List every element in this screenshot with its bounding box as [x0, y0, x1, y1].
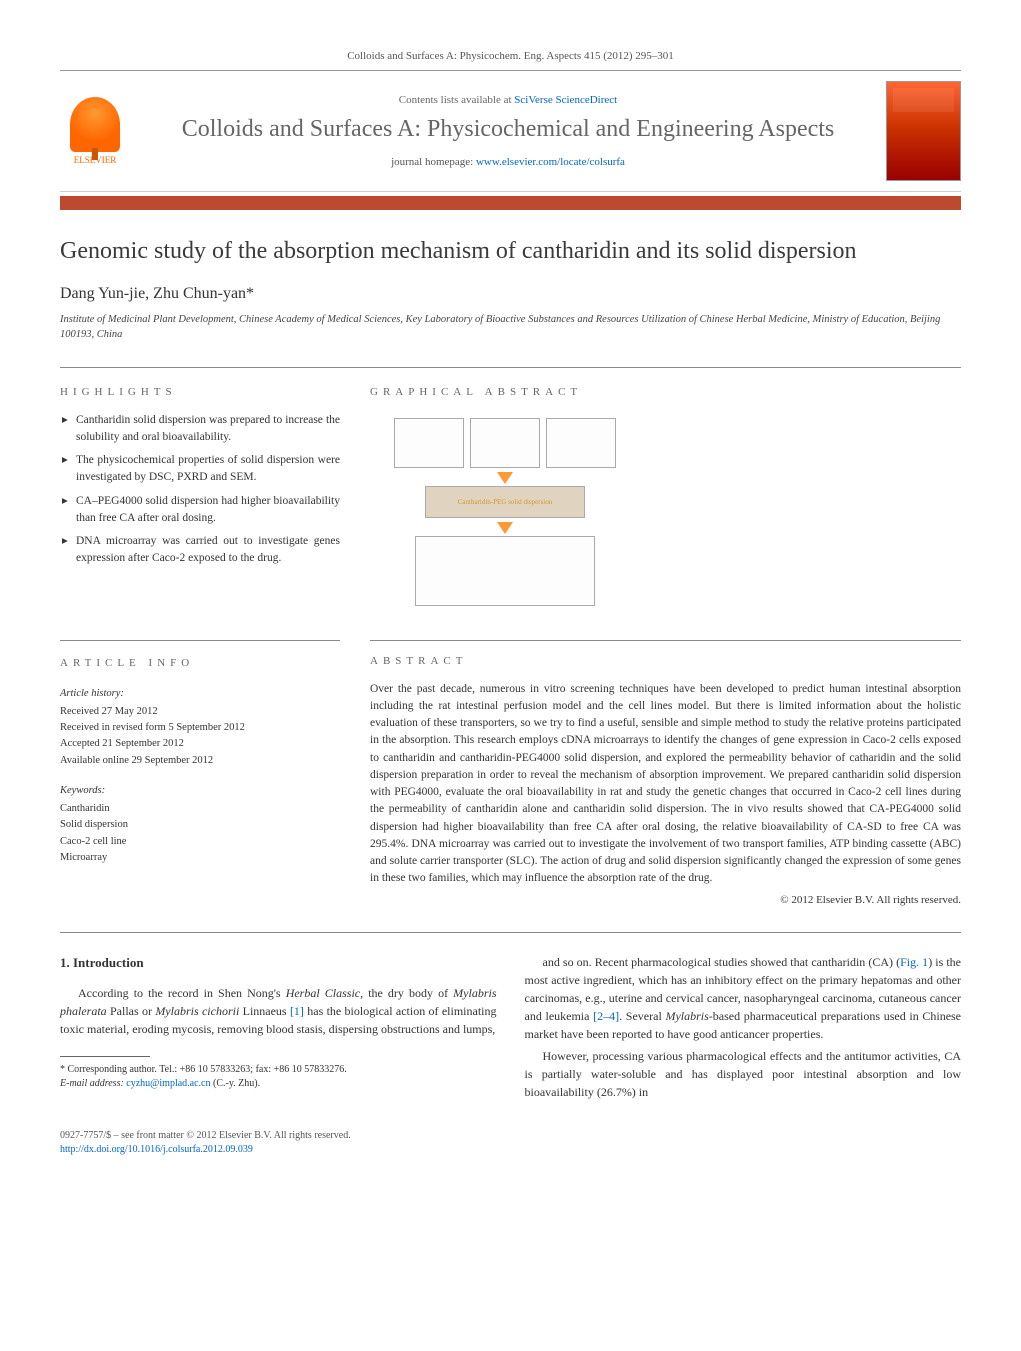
body-columns: 1. Introduction According to the record … — [60, 953, 961, 1105]
body-paragraph: However, processing various pharmacologi… — [525, 1047, 962, 1101]
article-info-heading: ARTICLE INFO — [60, 655, 340, 672]
down-arrow-icon — [497, 522, 513, 534]
email-suffix: (C.-y. Zhu). — [210, 1078, 260, 1089]
article-info-block: ARTICLE INFO Article history: Received 2… — [60, 640, 340, 867]
sciencedirect-link[interactable]: SciVerse ScienceDirect — [514, 94, 617, 106]
citation-ref[interactable]: [2–4] — [593, 1009, 619, 1023]
highlights-list: Cantharidin solid dispersion was prepare… — [60, 412, 340, 568]
footnote-separator — [60, 1056, 150, 1057]
keyword: Cantharidin — [60, 801, 340, 817]
body-separator — [60, 932, 961, 933]
page: Colloids and Surfaces A: Physicochem. En… — [0, 0, 1021, 1207]
corresponding-author-footnote: * Corresponding author. Tel.: +86 10 578… — [60, 1063, 497, 1091]
journal-cover-thumbnail — [886, 81, 961, 181]
ga-mid-label: Cantharidin-PEG solid dispersion — [425, 486, 585, 518]
body-left-column: 1. Introduction According to the record … — [60, 953, 497, 1105]
copyright-line: © 2012 Elsevier B.V. All rights reserved… — [370, 894, 961, 906]
abstract-heading: ABSTRACT — [370, 655, 961, 667]
highlights-column: HIGHLIGHTS Cantharidin solid dispersion … — [60, 386, 340, 622]
highlight-item: The physicochemical properties of solid … — [62, 452, 340, 487]
info-abstract-row: ARTICLE INFO Article history: Received 2… — [60, 622, 961, 906]
keywords-label: Keywords: — [60, 783, 340, 799]
email-label: E-mail address: — [60, 1078, 126, 1089]
citation-ref[interactable]: [1] — [290, 1004, 304, 1018]
highlight-item: DNA microarray was carried out to invest… — [62, 533, 340, 568]
bottom-meta: 0927-7757/$ – see front matter © 2012 El… — [60, 1129, 961, 1157]
corr-author-line: * Corresponding author. Tel.: +86 10 578… — [60, 1063, 497, 1077]
down-arrow-icon — [497, 472, 513, 484]
abstract-column: ABSTRACT Over the past decade, numerous … — [370, 622, 961, 906]
email-link[interactable]: cyzhu@implad.ac.cn — [126, 1078, 210, 1089]
homepage-prefix: journal homepage: — [391, 156, 476, 168]
history-line: Accepted 21 September 2012 — [60, 736, 340, 752]
email-line: E-mail address: cyzhu@implad.ac.cn (C.-y… — [60, 1077, 497, 1091]
ga-panel — [546, 418, 616, 468]
keyword: Solid dispersion — [60, 817, 340, 833]
highlights-graphical-row: HIGHLIGHTS Cantharidin solid dispersion … — [60, 367, 961, 622]
journal-title: Colloids and Surfaces A: Physicochemical… — [150, 114, 866, 145]
keyword: Caco-2 cell line — [60, 834, 340, 850]
body-right-column: and so on. Recent pharmacological studie… — [525, 953, 962, 1105]
ga-panel — [415, 536, 595, 606]
graphical-abstract-column: GRAPHICAL ABSTRACT Cantharidin-PEG solid… — [370, 386, 961, 622]
section-title: Introduction — [73, 955, 144, 970]
doi-link[interactable]: http://dx.doi.org/10.1016/j.colsurfa.201… — [60, 1144, 253, 1155]
highlight-item: CA–PEG4000 solid dispersion had higher b… — [62, 493, 340, 528]
homepage-link[interactable]: www.elsevier.com/locate/colsurfa — [476, 156, 625, 168]
graphical-heading: GRAPHICAL ABSTRACT — [370, 386, 961, 398]
citation-header: Colloids and Surfaces A: Physicochem. En… — [60, 50, 961, 62]
authors: Dang Yun-jie, Zhu Chun-yan* — [60, 285, 961, 303]
graphical-abstract-figure: Cantharidin-PEG solid dispersion — [370, 412, 640, 622]
abstract-block: ABSTRACT Over the past decade, numerous … — [370, 640, 961, 906]
history-line: Received 27 May 2012 — [60, 704, 340, 720]
ga-panel — [394, 418, 464, 468]
section-number: 1. — [60, 955, 70, 970]
ga-panel — [470, 418, 540, 468]
figure-ref[interactable]: Fig. 1 — [900, 955, 928, 969]
section-heading: 1. Introduction — [60, 953, 497, 973]
elsevier-tree-icon — [70, 97, 120, 152]
keyword: Microarray — [60, 850, 340, 866]
history-label: Article history: — [60, 686, 340, 702]
abstract-text: Over the past decade, numerous in vitro … — [370, 681, 961, 888]
elsevier-logo: ELSEVIER — [60, 91, 130, 171]
affiliation: Institute of Medicinal Plant Development… — [60, 313, 961, 342]
history-line: Received in revised form 5 September 201… — [60, 720, 340, 736]
highlights-heading: HIGHLIGHTS — [60, 386, 340, 398]
article-title: Genomic study of the absorption mechanis… — [60, 236, 961, 267]
journal-center-block: Contents lists available at SciVerse Sci… — [150, 94, 866, 167]
article-info-column: ARTICLE INFO Article history: Received 2… — [60, 622, 340, 906]
journal-homepage: journal homepage: www.elsevier.com/locat… — [150, 156, 866, 168]
issn-line: 0927-7757/$ – see front matter © 2012 El… — [60, 1129, 961, 1143]
body-paragraph: According to the record in Shen Nong's H… — [60, 984, 497, 1038]
contents-prefix: Contents lists available at — [399, 94, 514, 106]
body-paragraph: and so on. Recent pharmacological studie… — [525, 953, 962, 1043]
highlight-item: Cantharidin solid dispersion was prepare… — [62, 412, 340, 447]
contents-line: Contents lists available at SciVerse Sci… — [150, 94, 866, 106]
accent-separator-bar — [60, 196, 961, 210]
journal-header-bar: ELSEVIER Contents lists available at Sci… — [60, 70, 961, 192]
history-line: Available online 29 September 2012 — [60, 753, 340, 769]
